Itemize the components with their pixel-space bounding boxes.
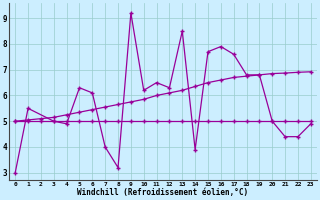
X-axis label: Windchill (Refroidissement éolien,°C): Windchill (Refroidissement éolien,°C)	[77, 188, 249, 197]
